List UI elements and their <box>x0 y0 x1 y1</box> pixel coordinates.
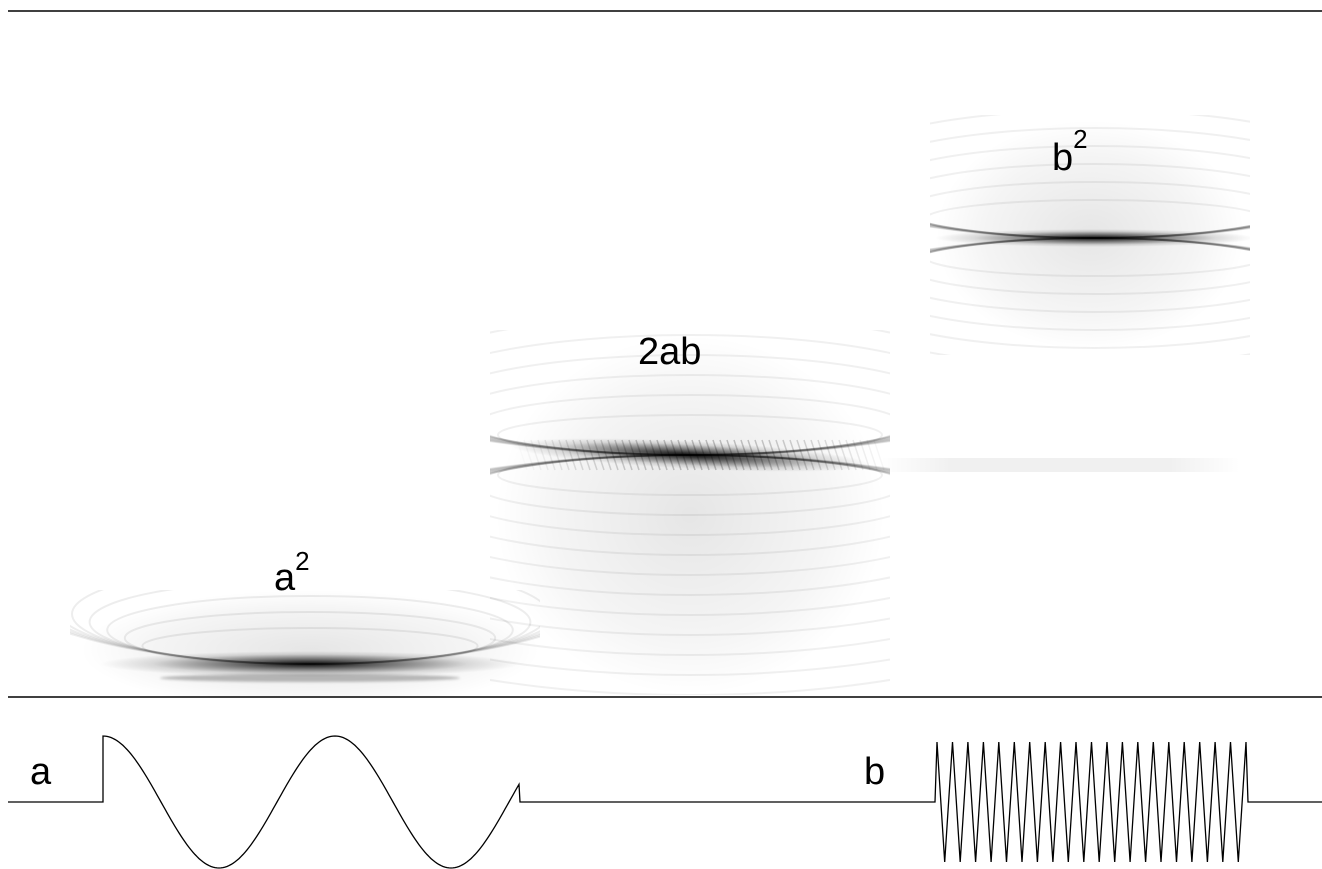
b-squared-label: b2 <box>1052 124 1088 179</box>
signal-a-label: a <box>30 751 52 793</box>
a-squared-term <box>70 590 540 698</box>
signal-b-label: b <box>864 751 885 793</box>
b-squared-term <box>930 115 1250 355</box>
signal-waveform <box>8 735 1322 869</box>
a-squared-label: a2 <box>274 546 310 599</box>
cross-term <box>490 330 1240 695</box>
cross-term-label: 2ab <box>638 331 701 373</box>
